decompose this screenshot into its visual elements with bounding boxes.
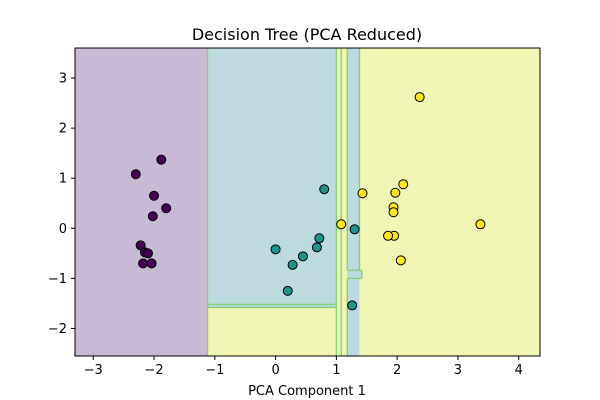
x-tick-label: 4 [515,363,523,378]
data-point-class-0 [156,154,167,165]
data-point-class-1 [347,300,358,311]
plot-frame [74,47,541,357]
data-point-class-2 [414,92,425,103]
plot-area [75,48,540,356]
data-point-class-2 [383,230,394,241]
y-tick-label: 1 [59,172,67,187]
data-point-class-2 [357,188,368,199]
x-tick-label: 0 [271,363,279,378]
decision-region-class-2 [336,48,342,356]
data-point-class-0 [130,169,141,180]
data-point-class-0 [147,211,158,222]
x-tick-label: −3 [84,363,103,378]
decision-region-class-2 [341,48,348,356]
x-tick-label: 2 [393,363,401,378]
x-tick-label: 1 [332,363,340,378]
decision-region-class-2 [207,307,337,356]
x-tick-label: −2 [144,363,163,378]
data-point-class-1 [282,285,293,296]
decision-region-class-2 [359,48,540,356]
data-point-class-0 [146,258,157,269]
data-point-class-1 [314,233,325,244]
data-point-class-2 [388,207,399,218]
data-point-class-1 [287,259,298,270]
y-tick-label: −1 [48,272,67,287]
data-point-class-0 [138,258,149,269]
decision-region-class-0 [75,48,208,356]
y-tick-label: 2 [59,122,67,137]
data-point-class-1 [311,242,322,253]
data-point-class-0 [142,248,153,259]
axes: −3 −2 −1 0 1 2 3 4 −2 −1 0 1 2 3 [48,47,541,378]
x-axis-label: PCA Component 1 [248,384,366,399]
data-point-class-1 [270,244,281,255]
decision-region-class-1 [347,270,362,279]
data-point-class-1 [349,224,360,235]
y-tick-label: 3 [59,72,67,87]
data-point-class-2 [336,219,347,230]
data-point-class-2 [390,187,401,198]
data-point-class-0 [149,190,160,201]
data-point-class-2 [475,219,486,230]
data-point-class-2 [398,179,409,190]
y-tick-label: −2 [48,322,67,337]
decision-region-class-2 [359,48,362,271]
y-tick-label: 0 [59,222,67,237]
data-point-class-0 [161,203,172,214]
x-tick-label: −1 [205,363,224,378]
data-point-class-1 [297,251,308,262]
x-tick-label: 3 [454,363,462,378]
chart-title: Decision Tree (PCA Reduced) [192,25,422,44]
data-point-class-2 [395,255,406,266]
data-point-class-1 [319,184,330,195]
